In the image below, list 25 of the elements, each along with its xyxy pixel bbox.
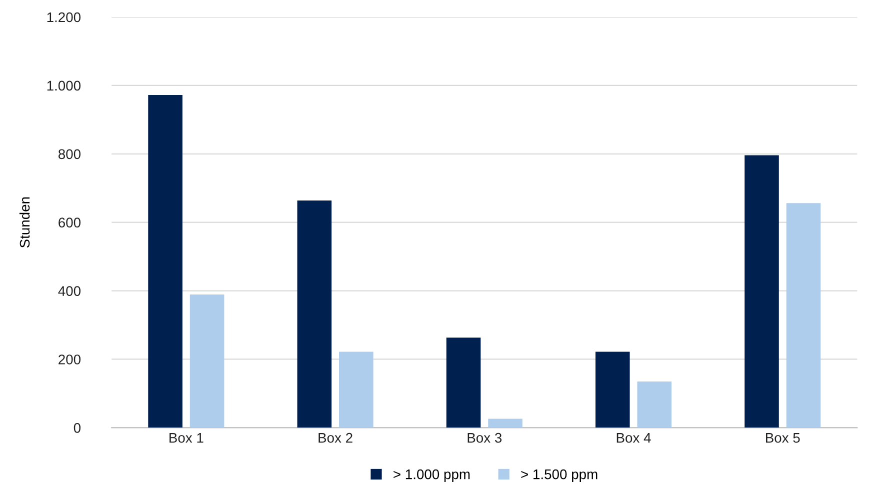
x-tick-label: Box 3 — [468, 432, 502, 443]
bar — [148, 95, 182, 428]
x-tick-label: Box 5 — [766, 433, 800, 443]
y-tick-label: 1.000 — [47, 80, 81, 91]
y-axis-title: Stunden — [19, 197, 30, 248]
x-tick-label: Box 1 — [170, 433, 204, 443]
bar — [744, 155, 779, 428]
bar — [595, 352, 630, 428]
bar — [190, 294, 224, 428]
bar — [446, 338, 481, 428]
x-tick-label: Box 2 — [318, 432, 352, 443]
bar — [786, 203, 821, 428]
x-tick-label: Box 4 — [616, 433, 651, 443]
bar — [339, 352, 374, 428]
bar — [637, 381, 672, 428]
bar — [488, 418, 522, 428]
legend-label: > 1.500 ppm — [521, 469, 598, 482]
y-tick-label: 400 — [58, 286, 81, 296]
y-tick-label: 600 — [58, 218, 81, 228]
y-tick-label: 200 — [58, 354, 81, 364]
legend-label: > 1.000 ppm — [394, 469, 470, 482]
y-tick-label: 1.200 — [47, 12, 81, 22]
y-tick-label: 0 — [74, 423, 81, 433]
bar — [297, 200, 332, 428]
y-tick-label: 800 — [58, 149, 81, 160]
